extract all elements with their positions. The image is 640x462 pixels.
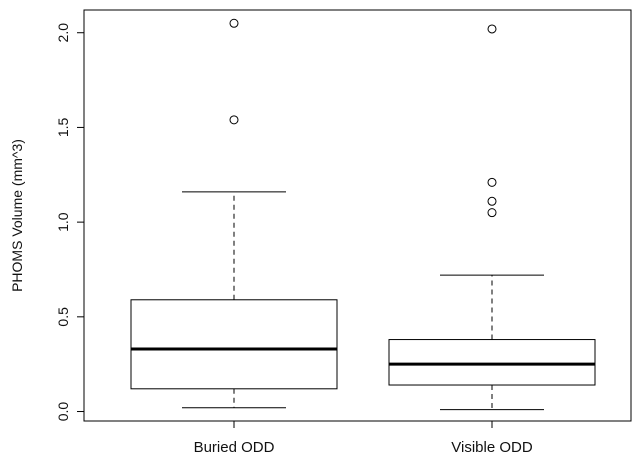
y-tick-label: 2.0 [55,23,71,43]
outlier-point [487,177,497,187]
iqr-box [388,339,596,386]
plot-frame [83,9,632,422]
box-group [388,24,596,411]
y-tick-label: 1.5 [55,117,71,137]
iqr-box [130,299,338,390]
y-tick-label: 0.0 [55,402,71,422]
y-tick-label: 0.5 [55,307,71,327]
box-group [130,18,338,409]
y-tick-label: 1.0 [55,212,71,232]
y-axis-label: PHOMS Volume (mm^3) [9,139,25,292]
outlier-point [229,115,239,125]
x-category-label: Buried ODD [194,439,275,456]
x-category-label: Visible ODD [451,439,533,456]
outlier-point [229,18,239,28]
y-axis: 0.0 0.5 1.0 1.5 2.0 [55,23,84,421]
boxes [130,18,596,411]
outlier-point [487,24,497,34]
outlier-point [487,196,497,206]
outlier-point [487,208,497,218]
x-axis: Buried ODD Visible ODD [194,421,533,456]
